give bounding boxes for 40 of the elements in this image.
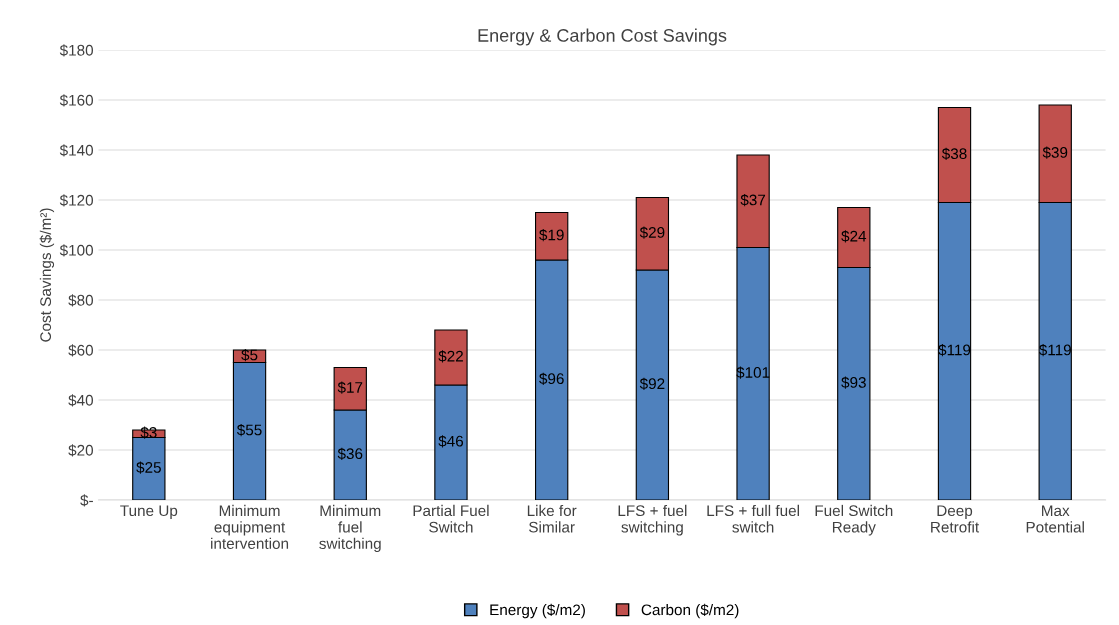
x-tick-label: Partial Fuel Switch bbox=[413, 504, 489, 533]
chart-title: Energy & Carbon Cost Savings bbox=[478, 28, 727, 46]
data-label: $5 bbox=[241, 348, 258, 362]
x-tick-label: Like for Similar bbox=[527, 504, 577, 533]
y-tick-label: $- bbox=[80, 494, 93, 507]
data-label: $29 bbox=[639, 226, 665, 239]
y-tick-label: $180 bbox=[59, 44, 94, 57]
data-label: $92 bbox=[639, 377, 665, 391]
data-label: $17 bbox=[337, 381, 363, 394]
data-label: $37 bbox=[740, 193, 766, 207]
data-label: $19 bbox=[539, 228, 564, 242]
y-tick-label: $120 bbox=[59, 194, 94, 207]
y-tick-label: $20 bbox=[68, 444, 94, 457]
data-label: $36 bbox=[337, 447, 363, 461]
x-tick-label: LFS + full fuel switch bbox=[707, 504, 799, 533]
data-label: $96 bbox=[539, 372, 564, 386]
legend-label: Energy ($/m2) bbox=[490, 603, 585, 619]
data-label: $93 bbox=[841, 376, 866, 389]
y-tick-label: $40 bbox=[68, 394, 94, 407]
x-tick-label: Minimum equipment intervention bbox=[211, 504, 289, 549]
y-tick-label: $60 bbox=[68, 344, 94, 357]
legend-label: Carbon ($/m2) bbox=[641, 603, 739, 619]
y-tick-label: $160 bbox=[59, 94, 94, 107]
y-tick-label: $140 bbox=[59, 144, 94, 157]
x-tick-label: Minimum fuel switching bbox=[319, 504, 381, 553]
x-tick-label: Deep Retrofit bbox=[931, 505, 980, 533]
data-label: $55 bbox=[236, 423, 262, 437]
x-tick-label: Max Potential bbox=[1026, 505, 1084, 533]
y-axis-title: Cost Savings ($/m²) bbox=[39, 208, 55, 342]
data-label: $46 bbox=[438, 435, 464, 448]
x-tick-label: LFS + fuel switching bbox=[618, 504, 687, 536]
data-label: $24 bbox=[841, 230, 867, 243]
y-tick-label: $80 bbox=[68, 294, 94, 307]
x-tick-label: Fuel Switch Ready bbox=[815, 504, 893, 536]
data-label: $38 bbox=[941, 147, 967, 161]
y-tick-label: $100 bbox=[59, 244, 94, 257]
data-label: $22 bbox=[438, 350, 463, 363]
data-label: $39 bbox=[1042, 146, 1068, 159]
x-tick-label: Tune Up bbox=[120, 505, 178, 520]
data-label: $25 bbox=[136, 461, 161, 474]
